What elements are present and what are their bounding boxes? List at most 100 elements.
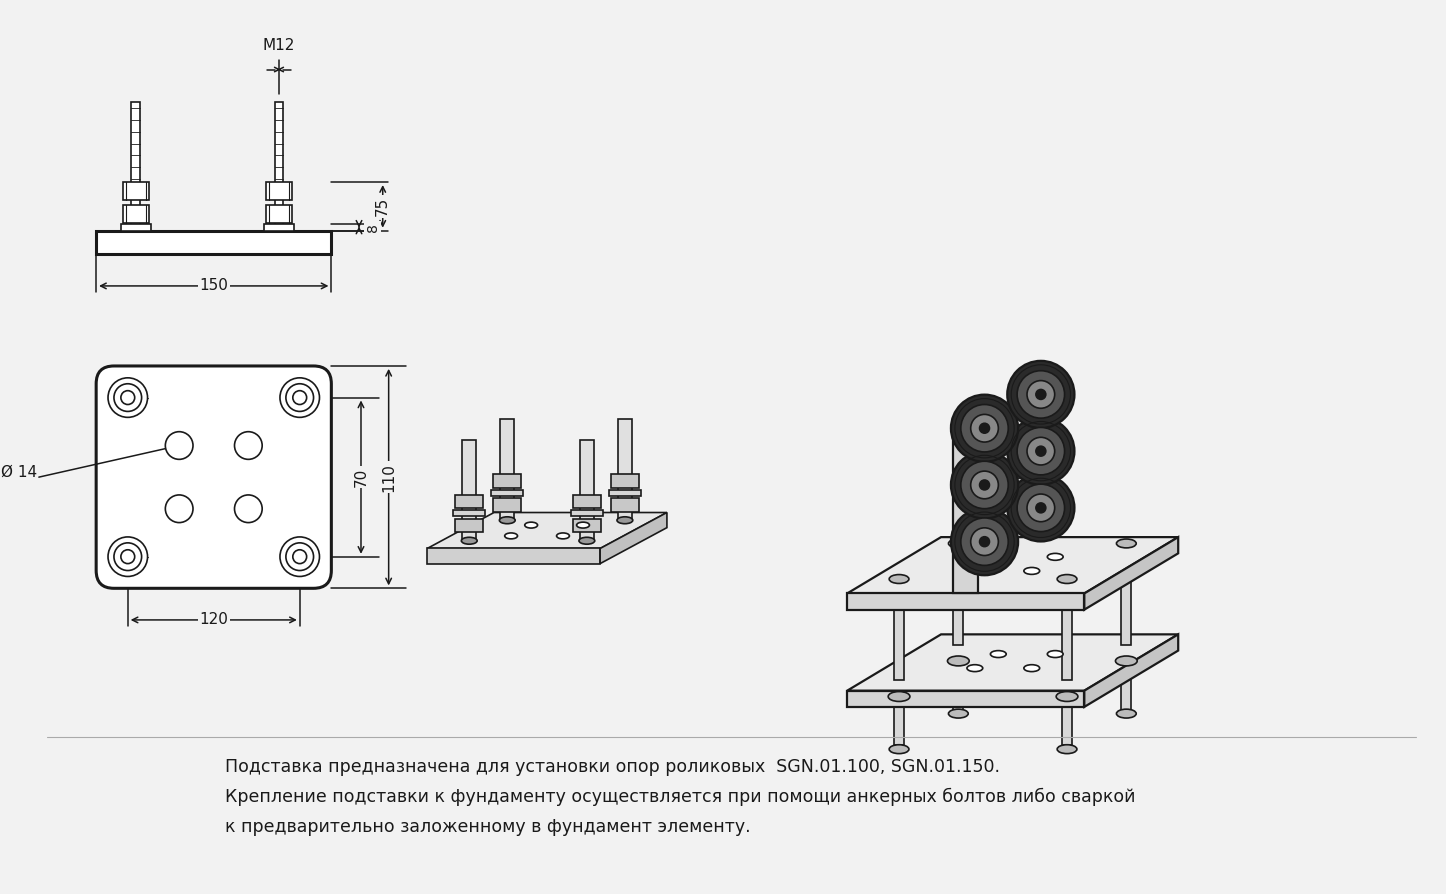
Polygon shape <box>977 477 1060 528</box>
Polygon shape <box>573 494 600 508</box>
Circle shape <box>970 415 998 442</box>
Ellipse shape <box>617 517 633 524</box>
Polygon shape <box>427 512 667 549</box>
Circle shape <box>979 480 989 490</box>
Polygon shape <box>492 490 523 496</box>
Circle shape <box>292 550 307 563</box>
Text: 110: 110 <box>382 463 396 492</box>
Polygon shape <box>612 499 639 512</box>
Polygon shape <box>500 419 515 520</box>
Bar <box>123 205 149 223</box>
Circle shape <box>121 391 134 404</box>
Circle shape <box>114 384 142 411</box>
Polygon shape <box>617 419 632 520</box>
Ellipse shape <box>577 522 590 528</box>
Bar <box>266 205 292 223</box>
Ellipse shape <box>991 651 1006 657</box>
Ellipse shape <box>1024 568 1040 574</box>
Ellipse shape <box>1057 575 1077 584</box>
Text: 8: 8 <box>366 223 380 232</box>
Ellipse shape <box>1116 709 1137 718</box>
Ellipse shape <box>1115 656 1137 666</box>
Circle shape <box>114 543 142 570</box>
Circle shape <box>1035 390 1045 400</box>
Ellipse shape <box>578 537 594 544</box>
Circle shape <box>1008 361 1074 428</box>
Text: Ø 14: Ø 14 <box>1 465 38 480</box>
Polygon shape <box>455 494 483 508</box>
Polygon shape <box>463 440 476 541</box>
Text: 75: 75 <box>375 197 390 216</box>
Text: 150: 150 <box>200 278 228 293</box>
Circle shape <box>1027 437 1054 465</box>
FancyBboxPatch shape <box>97 366 331 588</box>
Ellipse shape <box>461 537 477 544</box>
Ellipse shape <box>889 745 910 754</box>
Polygon shape <box>493 499 521 512</box>
Circle shape <box>286 543 314 570</box>
Polygon shape <box>953 564 963 645</box>
Circle shape <box>121 550 134 563</box>
Polygon shape <box>609 490 641 496</box>
Polygon shape <box>493 474 521 487</box>
Circle shape <box>1008 475 1074 542</box>
Bar <box>266 182 292 200</box>
Circle shape <box>951 451 1018 519</box>
Ellipse shape <box>505 533 518 539</box>
Ellipse shape <box>991 553 1006 561</box>
Bar <box>121 224 150 231</box>
Bar <box>123 182 149 200</box>
Ellipse shape <box>499 517 515 524</box>
Text: 120: 120 <box>200 612 228 628</box>
Polygon shape <box>1122 564 1131 645</box>
Circle shape <box>970 527 998 555</box>
Ellipse shape <box>525 522 538 528</box>
Polygon shape <box>600 512 667 563</box>
Ellipse shape <box>967 568 983 574</box>
Bar <box>97 231 331 254</box>
Ellipse shape <box>888 692 910 702</box>
Polygon shape <box>427 549 600 563</box>
Ellipse shape <box>951 416 979 427</box>
Polygon shape <box>1084 537 1178 610</box>
Ellipse shape <box>949 539 969 548</box>
Circle shape <box>1035 446 1045 456</box>
Text: М12: М12 <box>263 38 295 53</box>
Polygon shape <box>571 510 603 517</box>
Circle shape <box>108 378 147 417</box>
Polygon shape <box>953 645 963 710</box>
Circle shape <box>1035 503 1045 513</box>
Circle shape <box>292 391 307 404</box>
Polygon shape <box>1084 635 1178 707</box>
Ellipse shape <box>1057 745 1077 754</box>
Ellipse shape <box>889 575 910 584</box>
Circle shape <box>1027 381 1054 409</box>
Text: Подставка предназначена для установки опор роликовых  SGN.01.100, SGN.01.150.: Подставка предназначена для установки оп… <box>224 758 999 776</box>
Polygon shape <box>1122 645 1131 710</box>
Circle shape <box>1017 485 1064 532</box>
Circle shape <box>1017 371 1064 418</box>
Circle shape <box>1017 427 1064 475</box>
Ellipse shape <box>949 709 969 718</box>
Circle shape <box>970 471 998 499</box>
Circle shape <box>234 495 262 523</box>
Circle shape <box>979 423 989 434</box>
Polygon shape <box>894 680 904 745</box>
Text: к предварительно заложенному в фундамент элементу.: к предварительно заложенному в фундамент… <box>224 817 750 836</box>
Circle shape <box>165 432 192 460</box>
Bar <box>275 102 283 231</box>
Circle shape <box>979 536 989 546</box>
Circle shape <box>108 537 147 577</box>
Circle shape <box>960 404 1008 452</box>
Circle shape <box>281 537 320 577</box>
Ellipse shape <box>557 533 570 539</box>
Polygon shape <box>847 691 1084 707</box>
Circle shape <box>960 518 1008 565</box>
Ellipse shape <box>947 656 969 666</box>
Polygon shape <box>455 519 483 532</box>
Circle shape <box>1027 494 1054 522</box>
Circle shape <box>286 384 314 411</box>
Polygon shape <box>573 519 600 532</box>
Bar <box>132 102 140 231</box>
Text: 70: 70 <box>353 468 369 486</box>
